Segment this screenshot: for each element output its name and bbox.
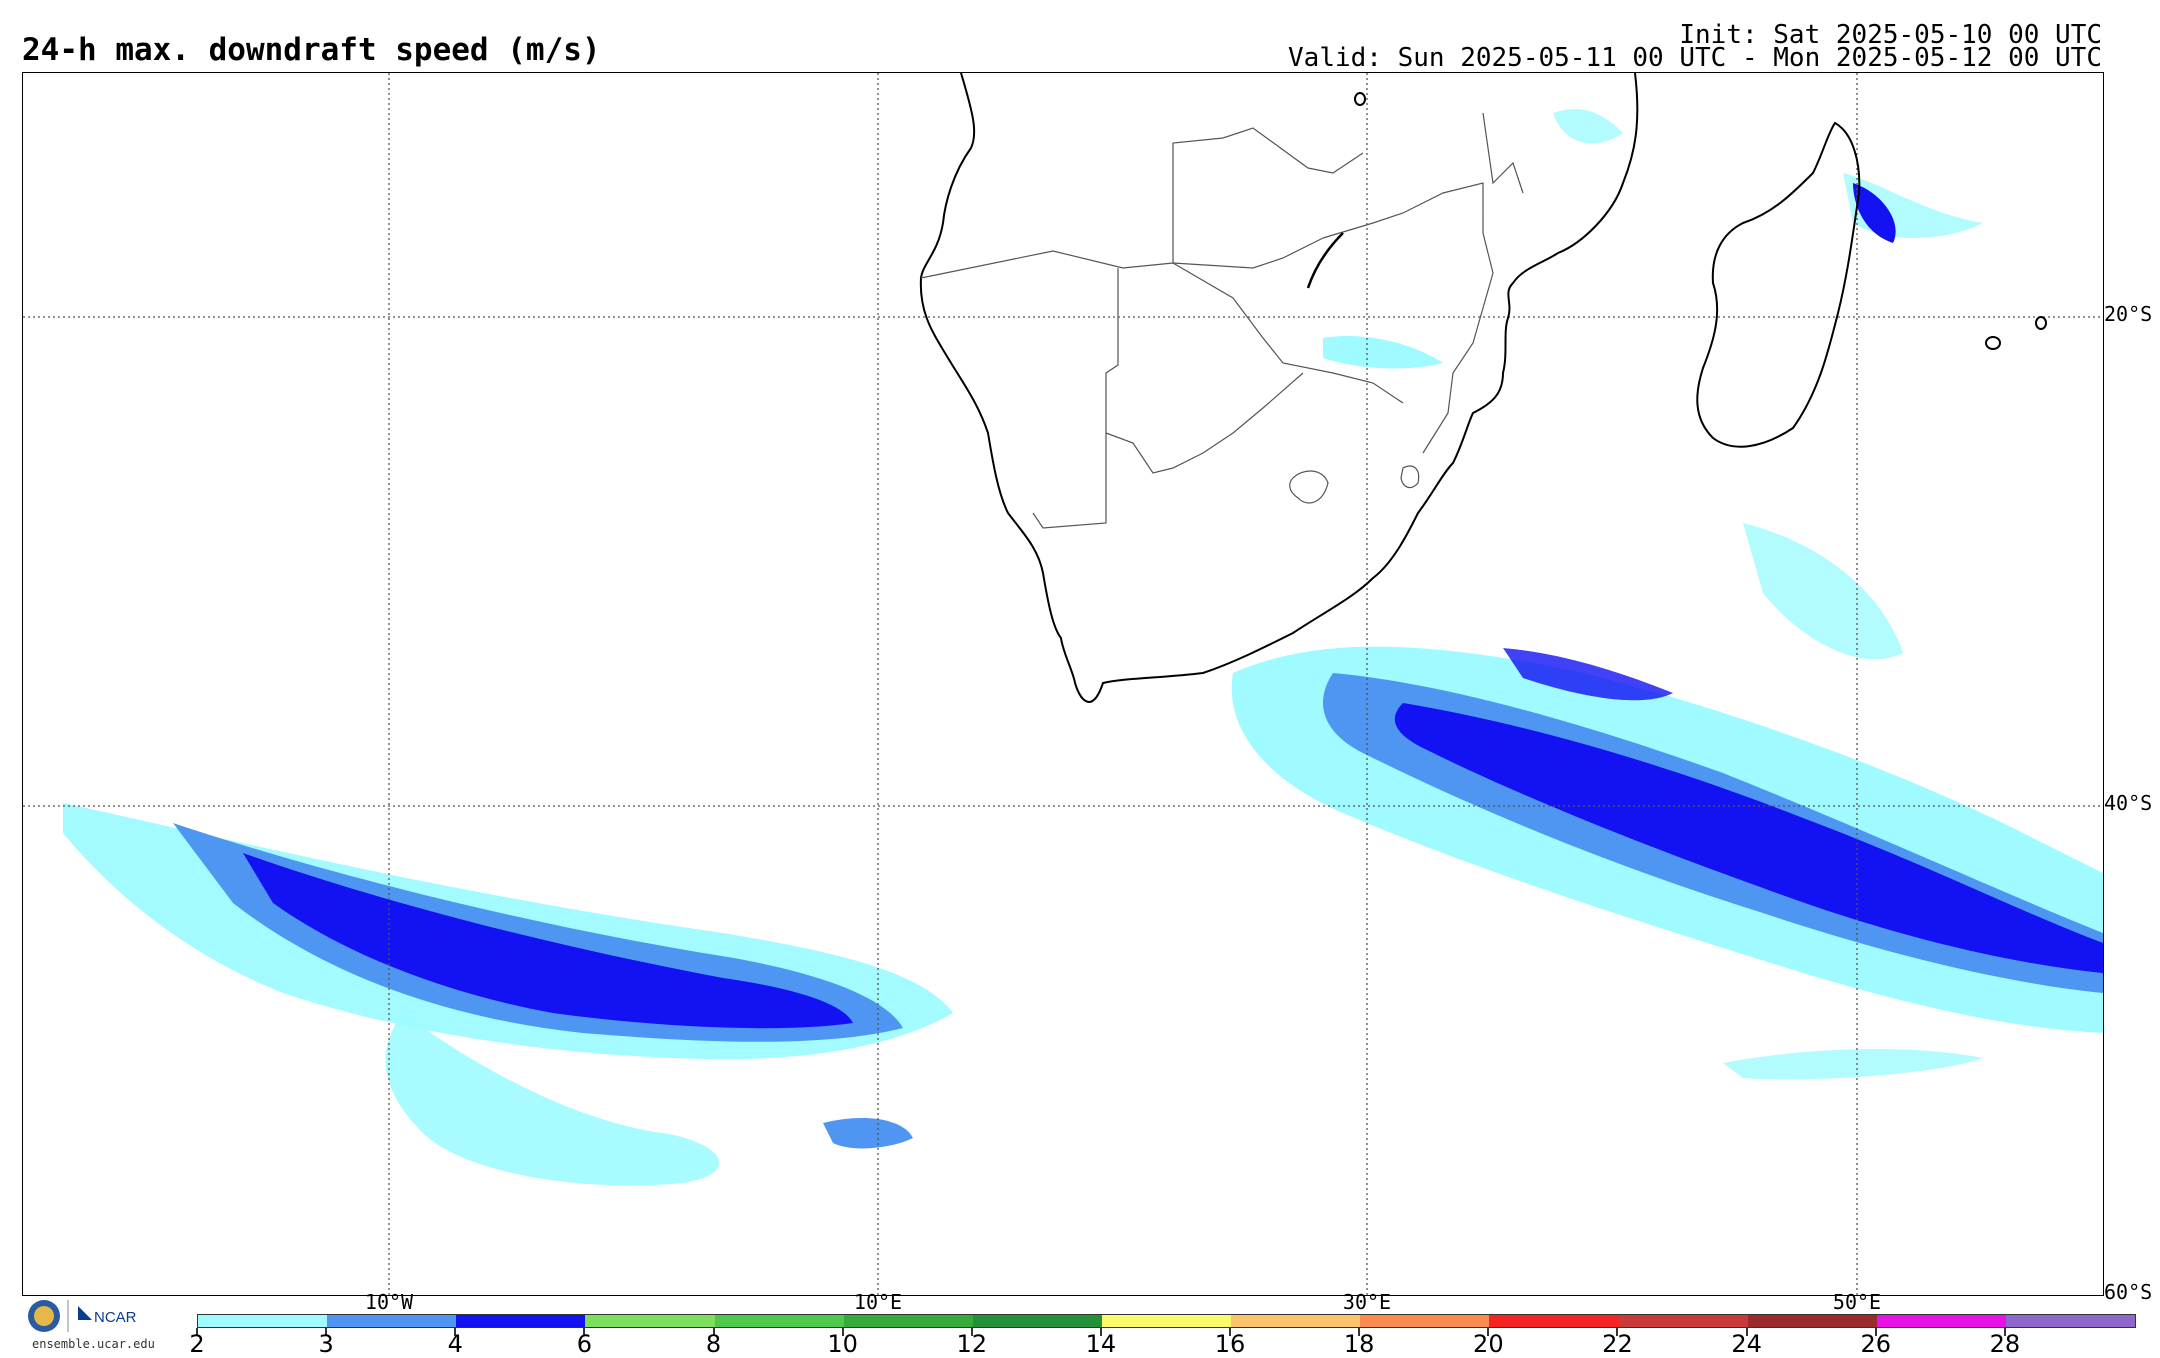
colorbar-swatch (843, 1315, 973, 1327)
country-borders (920, 112, 1524, 529)
chart-title: 24-h max. downdraft speed (m/s) (22, 32, 601, 68)
lon-label-50e: 50°E (1832, 1290, 1882, 1314)
colorbar-tick (712, 1328, 715, 1336)
colorbar-tick (1616, 1328, 1619, 1336)
downdraft-field-north (1323, 109, 1983, 369)
colorbar-tick (1358, 1328, 1361, 1336)
colorbar-tick-label: 24 (1731, 1330, 1762, 1358)
colorbar-tick-label: 18 (1343, 1330, 1375, 1358)
colorbar-tick (2003, 1328, 2006, 1336)
nsf-ncar-logo: NCAR (28, 1300, 137, 1332)
colorbar-swatch (972, 1315, 1102, 1327)
colorbar-tick (454, 1328, 457, 1336)
colorbar-swatch (1618, 1315, 1748, 1327)
ncar-logo-text: NCAR (94, 1309, 137, 1326)
colorbar-tick (583, 1328, 586, 1336)
init-time: Init: Sat 2025-05-10 00 UTC (1679, 20, 2102, 50)
colorbar-tick (970, 1328, 973, 1336)
colorbar-tick-label: 12 (956, 1330, 988, 1358)
colorbar-tick-label: 26 (1860, 1330, 1891, 1358)
colorbar-tick-label: 20 (1473, 1330, 1504, 1358)
colorbar-tick-label: 28 (1989, 1330, 2021, 1358)
downdraft-field-east (1231, 523, 2103, 1080)
colorbar-swatch (1231, 1315, 1361, 1327)
downdraft-field-west (63, 803, 953, 1186)
colorbar-swatch (714, 1315, 844, 1327)
colorbar-tick (841, 1328, 844, 1336)
lat-label-20s: 20°S (2104, 302, 2153, 326)
colorbar-tick-label: 8 (705, 1330, 722, 1358)
colorbar-tick (1487, 1328, 1490, 1336)
lat-label-60s: 60°S (2104, 1280, 2153, 1304)
colorbar-tick (1229, 1328, 1232, 1336)
colorbar-swatch (585, 1315, 715, 1327)
colorbar-swatch (2005, 1315, 2136, 1327)
colorbar-swatch (1101, 1315, 1232, 1327)
colorbar-swatch (1876, 1315, 2006, 1327)
colorbar-tick (325, 1328, 328, 1336)
colorbar-tick-label: 4 (447, 1330, 463, 1358)
colorbar-tick (1099, 1328, 1102, 1336)
colorbar-tick-label: 10 (827, 1330, 858, 1358)
colorbar-swatch (1489, 1315, 1619, 1327)
map-panel[interactable] (22, 72, 2104, 1296)
lon-label-10e: 10°E (853, 1290, 903, 1314)
lon-label-30e: 30°E (1342, 1290, 1392, 1314)
colorbar-tick-label: 14 (1085, 1330, 1117, 1358)
map-canvas (23, 73, 2103, 1295)
colorbar-tick-label: 6 (576, 1330, 593, 1358)
colorbar-swatch (456, 1315, 586, 1327)
colorbar-tick-label: 16 (1214, 1330, 1246, 1358)
colorbar-swatch (198, 1315, 328, 1327)
colorbar-swatch (1747, 1315, 1877, 1327)
lon-label-10w: 10°W (364, 1290, 414, 1314)
colorbar-tick-label: 2 (189, 1330, 205, 1358)
colorbar-swatch (327, 1315, 457, 1327)
colorbar-tick-label: 22 (1602, 1330, 1633, 1358)
graticule (23, 73, 2103, 1295)
colorbar-tick-label: 3 (318, 1330, 334, 1358)
colorbar-tick (1745, 1328, 1748, 1336)
lat-label-40s: 40°S (2104, 791, 2153, 815)
colorbar-swatch (1360, 1315, 1490, 1327)
site-url: ensemble.ucar.edu (32, 1337, 155, 1351)
valid-time: Valid: Sun 2025-05-11 00 UTC - Mon 2025-… (1288, 43, 2102, 73)
colorbar (197, 1314, 2136, 1328)
colorbar-tick (196, 1328, 198, 1336)
colorbar-tick (1874, 1328, 1877, 1336)
coastlines (919, 73, 2047, 703)
